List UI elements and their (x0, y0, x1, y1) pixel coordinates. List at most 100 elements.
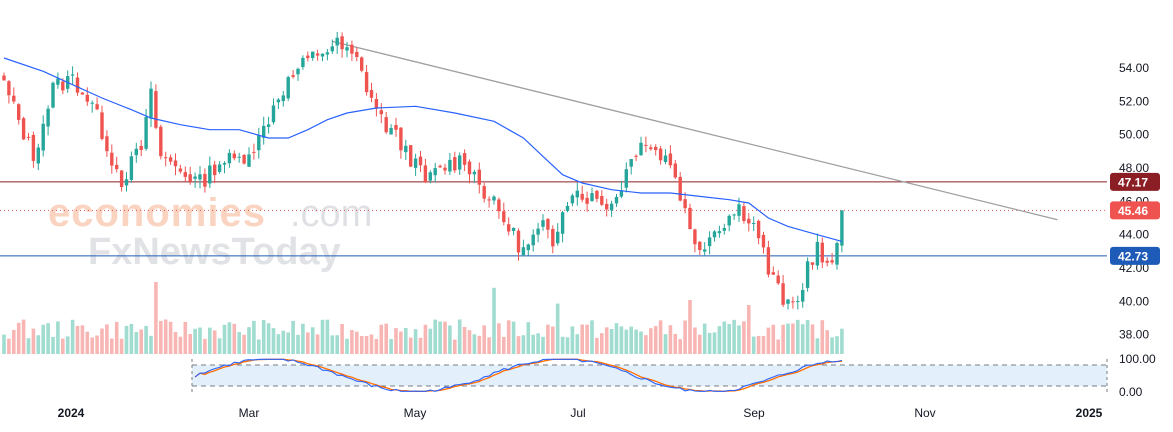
moving-average (3, 57, 843, 242)
trendline-path[interactable] (332, 40, 1058, 221)
volume-bar (820, 320, 825, 354)
volume-bar (433, 319, 437, 354)
price-tick-label: 40.00 (1119, 294, 1149, 308)
volume-bar (457, 319, 462, 354)
candle (262, 116, 266, 145)
candle (315, 49, 320, 61)
candle (85, 87, 89, 106)
candle (291, 70, 295, 79)
candle (423, 158, 428, 184)
volume-bar (404, 328, 408, 354)
candlesticks (2, 31, 844, 310)
candle (565, 202, 570, 213)
volume-bar (472, 334, 477, 354)
volume-bar (810, 324, 815, 354)
price-tick-label: 48.00 (1119, 161, 1149, 175)
candle (521, 239, 526, 257)
candle (629, 159, 633, 175)
candle (154, 84, 158, 130)
trendline[interactable] (332, 40, 1058, 221)
volume-bar (634, 329, 638, 354)
candle (810, 262, 815, 270)
candle (369, 82, 374, 103)
candle (428, 170, 432, 184)
price-axis[interactable]: 54.0052.0050.0048.0046.0044.0042.0040.00… (1119, 61, 1149, 342)
candle (95, 97, 99, 111)
volume-bar (541, 336, 545, 354)
volume-bar (604, 327, 609, 354)
candle (580, 185, 584, 203)
candle (31, 131, 36, 168)
volume-bar (644, 335, 648, 354)
candle (815, 233, 820, 270)
volume-bar (555, 303, 560, 354)
volume-bar (320, 319, 325, 354)
candle (698, 241, 702, 255)
volume-bar (590, 320, 594, 354)
volume-bar (41, 324, 45, 354)
candle (17, 103, 21, 125)
candle (511, 227, 516, 236)
candle (90, 100, 94, 113)
candle (252, 143, 256, 160)
time-tick-label: Nov (914, 406, 935, 420)
volume-bar (85, 331, 90, 354)
volume-bar (467, 330, 472, 354)
volume-bar (281, 330, 286, 354)
candle (399, 127, 403, 159)
candle (585, 191, 589, 212)
volume-bar (531, 334, 535, 354)
volume-bar (286, 332, 290, 354)
candle (124, 172, 129, 192)
price-tick-label: 44.00 (1119, 228, 1149, 242)
volume-bar (359, 336, 364, 354)
candle (462, 149, 467, 172)
candle (624, 162, 628, 193)
badge-last-price: 45.46 (1110, 201, 1160, 220)
volume-bar (796, 319, 800, 354)
candle (325, 49, 330, 61)
candle (502, 202, 506, 226)
candle (164, 151, 168, 167)
volume-bar (756, 335, 761, 354)
volume-bar (766, 327, 771, 354)
candle (247, 147, 251, 167)
volume-bar (80, 325, 85, 354)
candle (820, 237, 824, 268)
volume-bar (355, 331, 359, 354)
volume-bar (742, 321, 746, 354)
candle (830, 252, 834, 265)
volume-bars (2, 282, 844, 354)
candle (560, 210, 565, 243)
candle (232, 150, 236, 161)
volume-bar (237, 332, 241, 354)
candle (433, 162, 437, 183)
volume-bar (21, 319, 26, 354)
volume-bar (511, 321, 516, 354)
candle (80, 91, 85, 95)
time-tick-label: May (404, 406, 427, 420)
volume-bar (551, 326, 555, 354)
volume-bar (737, 325, 741, 354)
volume-bar (350, 330, 354, 354)
volume-bar (217, 338, 222, 354)
candle (350, 40, 354, 61)
stochastic-axis[interactable]: 100.00 0.00 (1119, 352, 1156, 399)
candle (619, 181, 624, 199)
candle (330, 39, 334, 54)
time-axis[interactable]: 2024 Mar May Jul Sep Nov 2025 (58, 406, 1103, 420)
volume-bar (212, 330, 217, 354)
volume-bar (624, 329, 629, 354)
candle (301, 55, 305, 70)
volume-bar (727, 324, 731, 354)
volume-bar (438, 321, 442, 354)
candle (335, 31, 339, 54)
candle (458, 152, 462, 175)
candle (453, 151, 457, 174)
candle (639, 136, 643, 156)
volume-bar (619, 326, 624, 354)
volume-bar (516, 336, 521, 354)
volume-bar (747, 305, 751, 354)
